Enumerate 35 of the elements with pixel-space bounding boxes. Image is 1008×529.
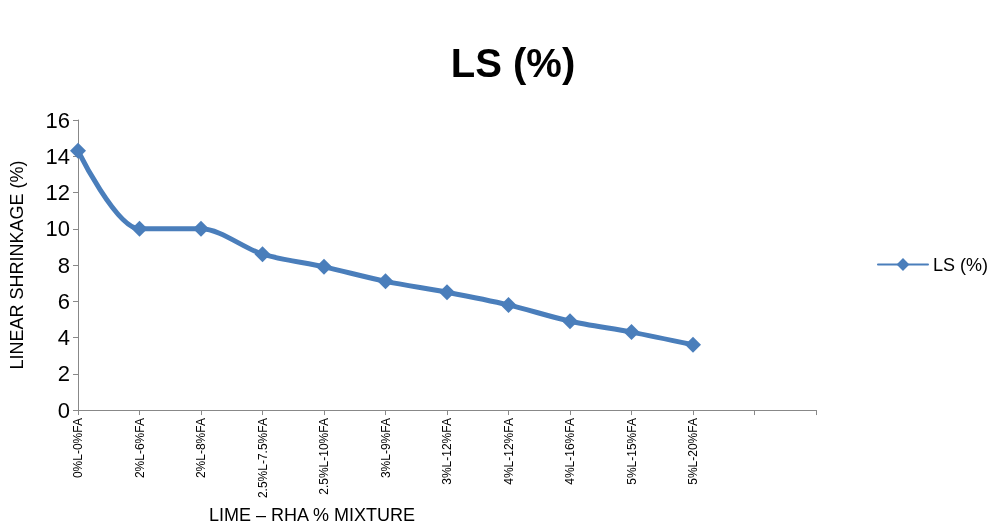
point xyxy=(500,296,517,313)
y-tick-label: 8 xyxy=(57,252,70,278)
point xyxy=(254,246,271,263)
y-tick-label: 0 xyxy=(57,397,70,423)
x-tick-label: 2.5%L-10%FA xyxy=(317,418,331,495)
point xyxy=(193,220,209,237)
y-tick-label: 16 xyxy=(45,107,70,133)
point xyxy=(70,142,86,159)
x-axis-title: LIME – RHA % MIXTURE xyxy=(208,505,416,525)
y-tick-label: 12 xyxy=(45,180,70,206)
x-tick-label: 5%L-20%FA xyxy=(686,418,700,485)
point xyxy=(377,273,394,290)
point xyxy=(685,336,701,353)
x-tick-label: 2%L-6%FA xyxy=(132,418,147,479)
y-tick-label: 2 xyxy=(57,361,70,387)
y-tick-label: 10 xyxy=(45,216,70,242)
x-tick-label: 4%L-12%FA xyxy=(501,418,516,485)
y-tick-label: 14 xyxy=(45,143,70,169)
point xyxy=(562,313,578,330)
x-tick-label: 3%L-9%FA xyxy=(378,418,393,479)
point xyxy=(316,258,332,275)
y-axis-title: LINEAR SHRINKAGE (%) xyxy=(7,160,27,370)
x-tick-label: 3%L-12%FA xyxy=(440,418,454,485)
x-tick-label: 5%L-15%FA xyxy=(624,418,639,485)
point xyxy=(439,284,455,301)
x-tick-label: 2.5%L-7.5%FA xyxy=(255,418,270,499)
legend-label: LS (%) xyxy=(932,254,988,275)
chart-title: LS (%) xyxy=(450,41,576,85)
x-tick-label: 0%L-0%FA xyxy=(71,418,85,479)
point xyxy=(131,220,148,237)
point xyxy=(623,324,640,341)
x-tick-label: 2%L-8%FA xyxy=(194,418,208,479)
y-tick-label: 6 xyxy=(57,288,70,314)
x-tick-label: 4%L-16%FA xyxy=(563,418,577,485)
y-tick-label: 4 xyxy=(57,325,70,351)
